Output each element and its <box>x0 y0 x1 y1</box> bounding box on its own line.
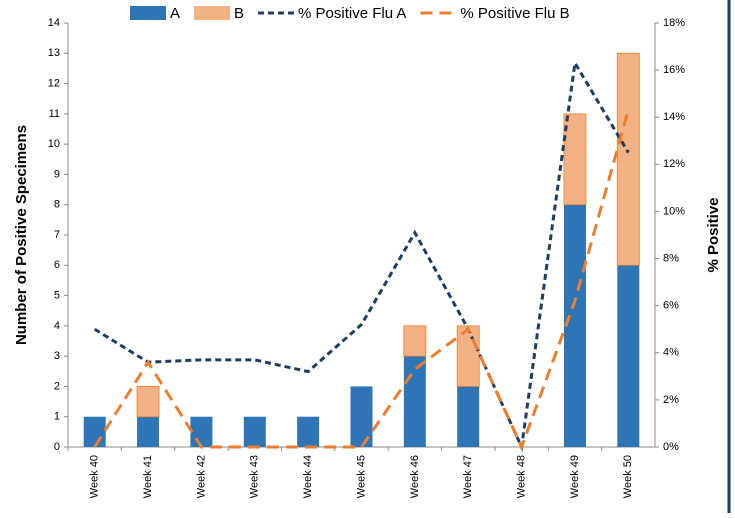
legend-label: % Positive Flu B <box>460 5 569 22</box>
y-tick-label: 7 <box>54 229 60 241</box>
y-tick-label: 14 <box>48 17 60 29</box>
y2-tick-label: 18% <box>663 17 685 29</box>
bar-segment <box>457 386 480 447</box>
bar-segment <box>83 416 106 447</box>
y-tick-label: 9 <box>54 168 60 180</box>
legend-swatch <box>130 6 166 20</box>
y2-tick-label: 12% <box>663 158 685 170</box>
y2-tick-label: 6% <box>663 300 679 312</box>
legend-label: % Positive Flu A <box>298 5 406 22</box>
bar-segment <box>136 386 160 418</box>
x-tick-label: Week 40 <box>89 455 101 498</box>
x-tick-label: Week 44 <box>302 455 314 498</box>
bar-segment <box>403 325 427 357</box>
y-axis-label: Number of Positive Specimens <box>13 125 30 345</box>
x-tick-label: Week 41 <box>142 455 154 498</box>
y-tick-label: 6 <box>54 259 60 271</box>
y2-tick-label: 8% <box>663 252 679 264</box>
x-tick-label: Week 43 <box>249 455 261 498</box>
legend-label: A <box>170 5 180 22</box>
bar-segment <box>403 356 426 447</box>
x-tick-label: Week 47 <box>462 455 474 498</box>
y-tick-label: 10 <box>48 138 60 150</box>
bar-segment <box>617 265 640 447</box>
bar-segment <box>563 113 587 206</box>
y-tick-label: 8 <box>54 199 60 211</box>
y-tick-label: 2 <box>54 380 60 392</box>
x-tick-label: Week 46 <box>409 455 421 498</box>
y2-tick-label: 2% <box>663 394 679 406</box>
y2-axis-label: % Positive <box>705 197 722 272</box>
y2-tick-label: 14% <box>663 111 685 123</box>
x-tick-label: Week 50 <box>622 455 634 498</box>
bar-segment <box>616 52 640 266</box>
y2-tick-label: 16% <box>663 64 685 76</box>
bar-segment <box>297 416 320 447</box>
bar-segment <box>190 416 213 447</box>
y-tick-label: 3 <box>54 350 60 362</box>
y-tick-label: 5 <box>54 289 60 301</box>
y-tick-label: 1 <box>54 411 60 423</box>
legend-label: B <box>234 5 244 22</box>
y-tick-label: 0 <box>54 441 60 453</box>
bar-segment <box>456 325 480 387</box>
line <box>93 58 630 453</box>
bar-segment <box>137 416 160 447</box>
x-tick-label: Week 48 <box>515 455 527 498</box>
legend-swatch <box>194 6 231 20</box>
y-tick-label: 4 <box>54 320 60 332</box>
x-tick-label: Week 49 <box>569 455 581 498</box>
y-tick-label: 12 <box>48 77 60 89</box>
y2-tick-label: 4% <box>663 347 679 359</box>
bar-segment <box>350 386 373 447</box>
x-tick-label: Week 45 <box>355 455 367 498</box>
y-tick-label: 11 <box>49 108 60 120</box>
x-tick-label: Week 42 <box>195 455 207 498</box>
bar-segment <box>563 204 586 447</box>
y2-tick-label: 10% <box>663 205 685 217</box>
bar-segment <box>243 416 266 447</box>
y-tick-label: 13 <box>48 47 60 59</box>
y2-tick-label: 0% <box>663 441 679 453</box>
